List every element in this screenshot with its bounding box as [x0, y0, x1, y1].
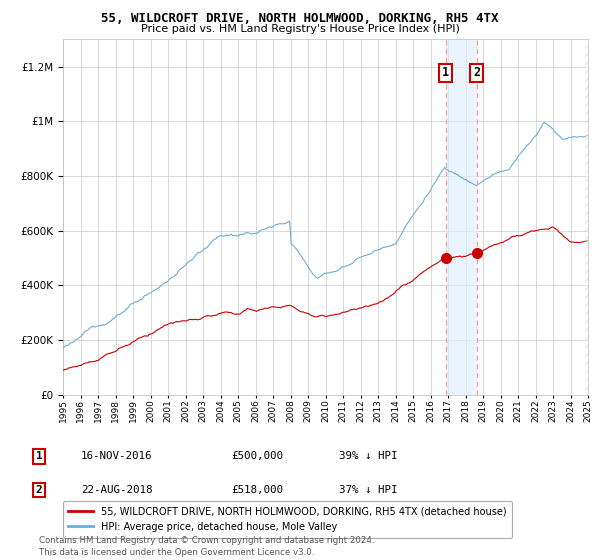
Text: 1: 1: [35, 451, 43, 461]
Text: 16-NOV-2016: 16-NOV-2016: [81, 451, 152, 461]
Text: 22-AUG-2018: 22-AUG-2018: [81, 485, 152, 495]
Text: 37% ↓ HPI: 37% ↓ HPI: [339, 485, 397, 495]
Text: Price paid vs. HM Land Registry's House Price Index (HPI): Price paid vs. HM Land Registry's House …: [140, 24, 460, 34]
Text: £518,000: £518,000: [231, 485, 283, 495]
Text: £500,000: £500,000: [231, 451, 283, 461]
Legend: 55, WILDCROFT DRIVE, NORTH HOLMWOOD, DORKING, RH5 4TX (detached house), HPI: Ave: 55, WILDCROFT DRIVE, NORTH HOLMWOOD, DOR…: [62, 501, 512, 538]
Text: 1: 1: [442, 67, 449, 80]
Text: 55, WILDCROFT DRIVE, NORTH HOLMWOOD, DORKING, RH5 4TX: 55, WILDCROFT DRIVE, NORTH HOLMWOOD, DOR…: [101, 12, 499, 25]
Text: 2: 2: [473, 67, 480, 80]
Bar: [446, 39, 477, 395]
Text: 39% ↓ HPI: 39% ↓ HPI: [339, 451, 397, 461]
Text: Contains HM Land Registry data © Crown copyright and database right 2024.
This d: Contains HM Land Registry data © Crown c…: [39, 536, 374, 557]
Text: 2: 2: [35, 485, 43, 495]
